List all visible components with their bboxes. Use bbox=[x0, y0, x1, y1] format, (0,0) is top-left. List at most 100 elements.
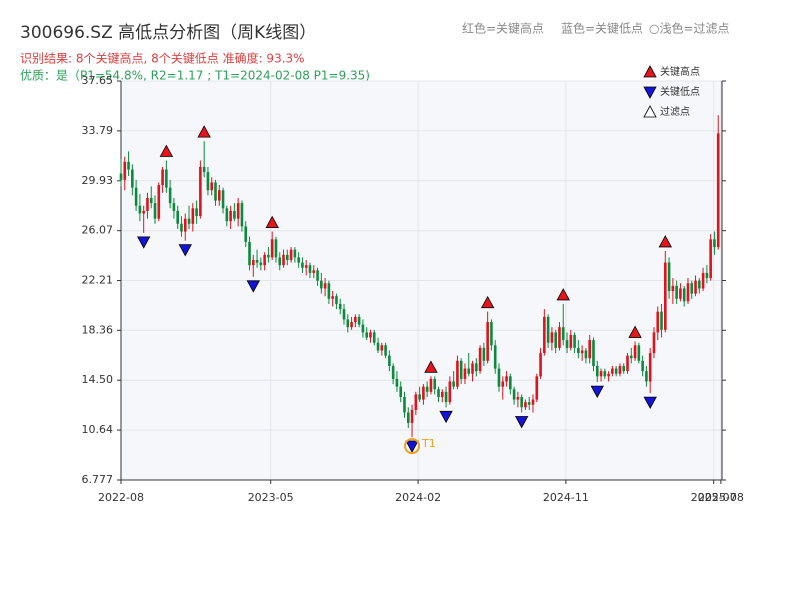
candle-body bbox=[626, 355, 629, 372]
candle-body bbox=[558, 327, 561, 348]
y-tick-label: 6.777 bbox=[82, 473, 114, 486]
candle-body bbox=[452, 381, 455, 387]
color-note: 红色=关键高点 bbox=[462, 21, 544, 36]
candle-body bbox=[611, 368, 614, 374]
candle-body bbox=[629, 355, 633, 359]
candle-body bbox=[236, 203, 240, 219]
candle-body bbox=[535, 376, 539, 400]
candle-body bbox=[293, 249, 297, 258]
candle-body bbox=[369, 332, 372, 338]
candle-body bbox=[233, 210, 236, 219]
quality-note: 优质：是（P1=54.8%, R2=1.17 ; T1=2024-02-08 P… bbox=[20, 69, 370, 83]
candle-body bbox=[323, 283, 327, 289]
candle-body bbox=[618, 365, 622, 374]
x-tick-label: 2022-08 bbox=[98, 491, 144, 504]
candle-body bbox=[433, 378, 437, 390]
y-tick-label: 18.36 bbox=[82, 323, 114, 336]
candle-body bbox=[149, 197, 153, 204]
candle-body bbox=[633, 345, 637, 359]
candle-body bbox=[195, 208, 198, 217]
candle-body bbox=[490, 322, 493, 346]
candle-body bbox=[176, 210, 179, 224]
marker bbox=[658, 235, 672, 248]
chart-title: 300696.SZ 高低点分析图（周K线图） bbox=[20, 23, 316, 43]
candle-body bbox=[365, 332, 368, 338]
candle-body bbox=[244, 226, 248, 242]
candle-body bbox=[482, 347, 486, 361]
candle-body bbox=[138, 205, 142, 214]
candle-body bbox=[308, 265, 312, 273]
candle-body bbox=[134, 187, 138, 206]
candle-body bbox=[240, 203, 244, 227]
candle-body bbox=[607, 373, 610, 377]
candle-body bbox=[251, 259, 255, 266]
marker bbox=[628, 325, 642, 338]
candle-body bbox=[516, 396, 520, 400]
candle-body bbox=[667, 262, 671, 292]
candle-body bbox=[459, 360, 463, 379]
candle-body bbox=[561, 327, 565, 341]
candle-body bbox=[497, 368, 501, 387]
candle-body bbox=[664, 262, 667, 330]
candle-body bbox=[274, 239, 278, 258]
marker bbox=[159, 144, 174, 157]
candle-body bbox=[475, 363, 478, 372]
candle-body bbox=[520, 396, 523, 408]
candle-body bbox=[660, 311, 663, 330]
legend-label: 关键高点 bbox=[660, 65, 700, 78]
legend-label: 关键低点 bbox=[660, 85, 700, 98]
y-tick-label: 22.21 bbox=[82, 274, 114, 287]
candle-body bbox=[161, 169, 164, 186]
candle-body bbox=[180, 223, 183, 232]
candle-body bbox=[440, 391, 444, 397]
candle-body bbox=[304, 265, 308, 268]
candle-body bbox=[361, 324, 365, 333]
candle-body bbox=[119, 173, 123, 180]
candle-body bbox=[153, 203, 157, 219]
candle-body bbox=[335, 296, 338, 304]
candle-body bbox=[686, 283, 690, 302]
candle-body bbox=[569, 334, 573, 348]
candle-body bbox=[206, 172, 210, 191]
candle-body bbox=[471, 363, 474, 374]
candle-body bbox=[191, 208, 195, 224]
y-tick-label: 37.65 bbox=[82, 74, 114, 87]
marker bbox=[246, 280, 260, 293]
candle-body bbox=[592, 340, 595, 366]
candle-body bbox=[183, 218, 187, 232]
candle-body bbox=[248, 241, 251, 266]
candle-body bbox=[199, 166, 202, 217]
candle-body bbox=[622, 365, 626, 372]
candle-body bbox=[372, 332, 376, 343]
candle-body bbox=[705, 272, 709, 279]
marker bbox=[178, 244, 192, 257]
candle-body bbox=[297, 257, 300, 263]
candle-body bbox=[456, 360, 459, 387]
candle-body bbox=[354, 316, 357, 323]
candle-body bbox=[225, 208, 229, 222]
candle-body bbox=[395, 378, 399, 387]
candle-body bbox=[346, 319, 350, 328]
candle-body bbox=[422, 386, 425, 400]
annotation-label: T1 bbox=[421, 437, 436, 450]
candle-body bbox=[357, 316, 361, 325]
candle-body bbox=[603, 371, 607, 377]
candle-body bbox=[512, 389, 516, 400]
candle-body bbox=[338, 303, 342, 310]
candle-body bbox=[165, 169, 168, 188]
candle-body bbox=[429, 378, 433, 392]
candle-body bbox=[671, 285, 675, 292]
candle-body bbox=[388, 355, 391, 366]
marker bbox=[514, 416, 529, 429]
y-tick-label: 14.50 bbox=[82, 373, 114, 386]
candle-body bbox=[656, 311, 660, 333]
x-tick-label: 2024-11 bbox=[543, 491, 589, 504]
candle-body bbox=[316, 270, 319, 281]
candle-body bbox=[505, 376, 508, 382]
subtitle: 识别结果: 8个关键高点, 8个关键低点 准确度: 93.3% bbox=[20, 51, 305, 66]
candle-body bbox=[493, 345, 497, 369]
candle-body bbox=[312, 270, 316, 273]
candle-body bbox=[320, 280, 323, 289]
candle-body bbox=[550, 332, 554, 343]
candle-body bbox=[698, 280, 701, 289]
